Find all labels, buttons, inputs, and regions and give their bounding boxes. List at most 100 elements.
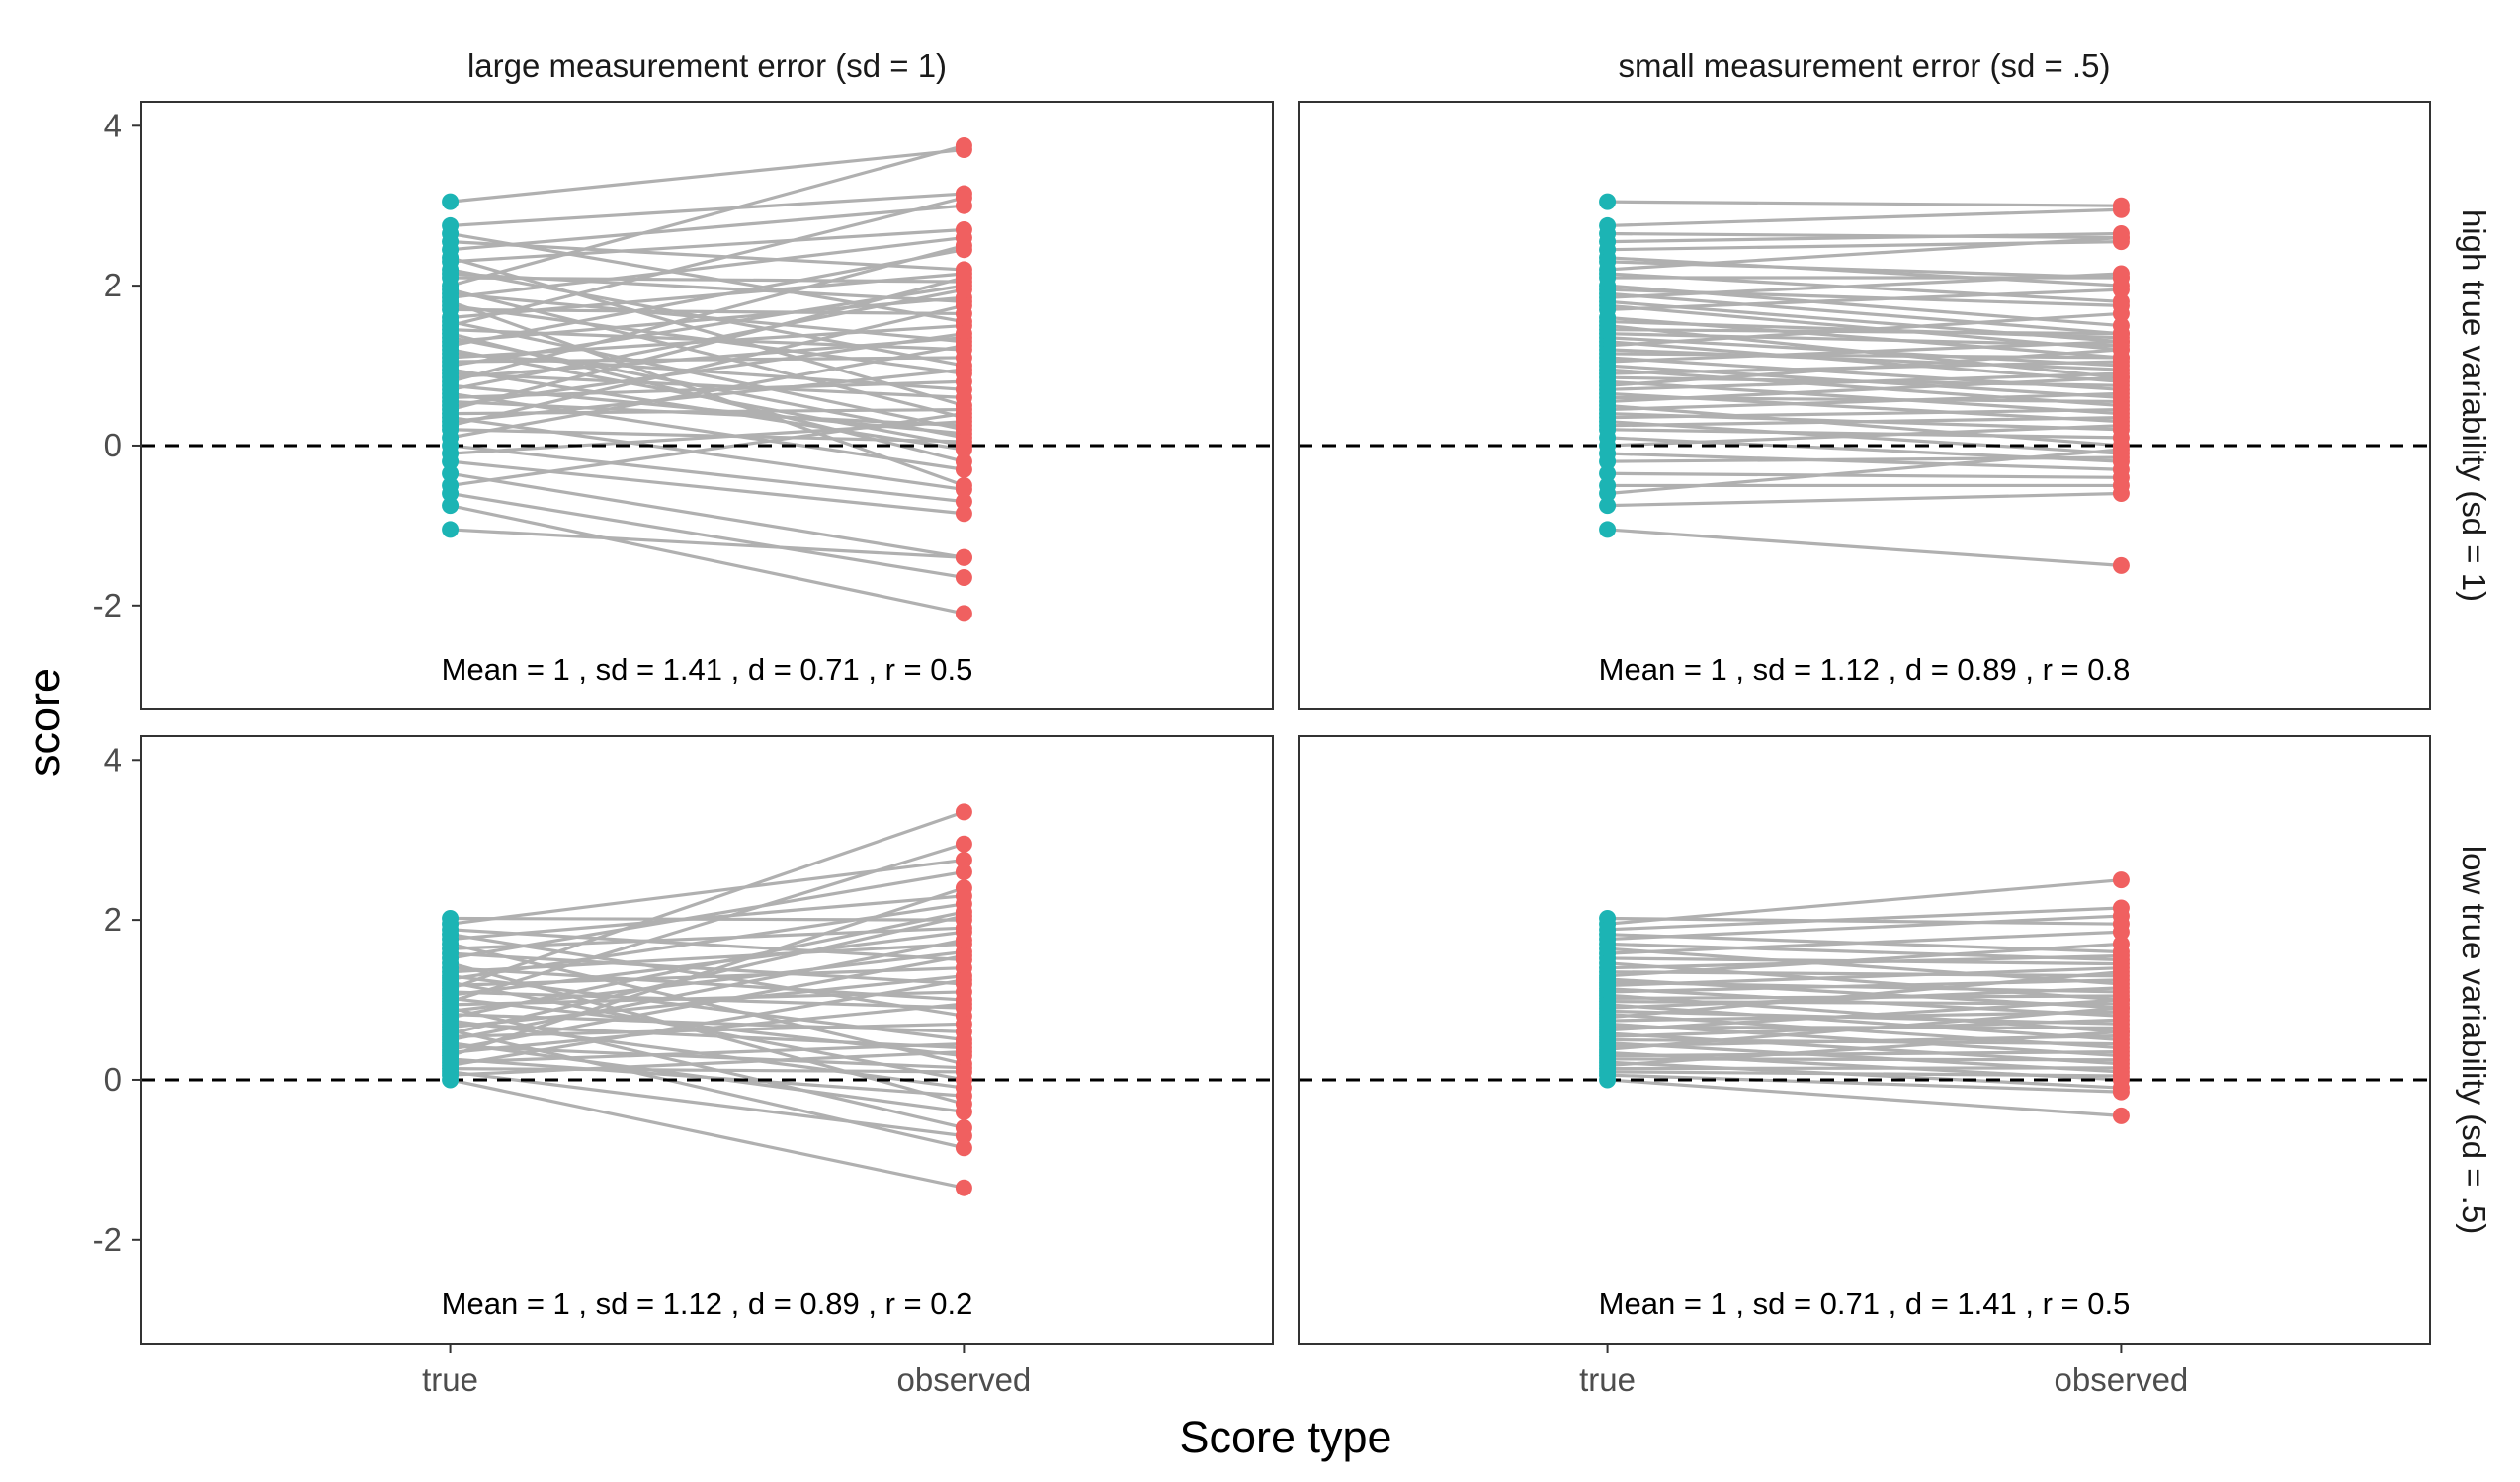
pair-line bbox=[450, 276, 965, 412]
pair-line bbox=[1607, 970, 2122, 978]
pair-line bbox=[1607, 906, 2122, 932]
observed-score-point bbox=[2112, 485, 2130, 503]
pair-line bbox=[450, 1070, 965, 1138]
observed-score-point bbox=[955, 269, 972, 287]
pair-line bbox=[1607, 403, 2122, 448]
observed-score-point bbox=[955, 983, 972, 1001]
pair-line bbox=[450, 491, 965, 580]
pair-line bbox=[1607, 291, 2122, 336]
observed-score-point bbox=[955, 835, 972, 853]
true-score-point bbox=[1599, 521, 1617, 538]
observed-score-point bbox=[2112, 265, 2130, 283]
pair-line bbox=[1607, 375, 2122, 404]
true-score-point bbox=[1599, 1071, 1617, 1089]
pair-line bbox=[450, 196, 965, 328]
pair-line bbox=[450, 143, 965, 288]
x-tick-label: true bbox=[1579, 1361, 1636, 1398]
pair-line bbox=[1607, 914, 2122, 942]
y-tick-label: 2 bbox=[104, 901, 122, 938]
pair-line bbox=[450, 204, 965, 252]
observed-score-point bbox=[2112, 1107, 2130, 1124]
observed-score-point bbox=[2112, 384, 2130, 402]
column-strip-label: small measurement error (sd = .5) bbox=[1619, 47, 2111, 84]
pair-line bbox=[450, 914, 965, 1035]
observed-score-point bbox=[955, 189, 972, 206]
pair-line bbox=[1607, 1073, 2122, 1094]
panel-border bbox=[140, 735, 1274, 1345]
pair-line bbox=[1607, 416, 2122, 428]
pair-line bbox=[450, 886, 965, 1058]
pair-line bbox=[1607, 272, 2122, 299]
observed-score-point bbox=[2112, 935, 2130, 952]
pair-line bbox=[450, 235, 965, 299]
observed-score-point bbox=[955, 281, 972, 298]
panel-annotation: Mean = 1 , sd = 1.12 , d = 0.89 , r = 0.… bbox=[442, 1286, 973, 1321]
pair-line bbox=[1607, 311, 2122, 348]
pair-line bbox=[1607, 942, 2122, 978]
observed-score-point bbox=[2112, 1083, 2130, 1101]
pair-line bbox=[450, 227, 965, 264]
observed-score-point bbox=[955, 388, 972, 406]
column-strip-label: large measurement error (sd = 1) bbox=[467, 47, 947, 84]
pair-line bbox=[1607, 1066, 2122, 1071]
true-score-point bbox=[442, 1071, 460, 1089]
pair-line bbox=[1607, 1078, 2122, 1117]
pair-line bbox=[450, 371, 965, 400]
observed-score-point bbox=[955, 1043, 972, 1061]
observed-score-point bbox=[955, 931, 972, 948]
x-tick-label: observed bbox=[897, 1361, 1032, 1398]
pair-line bbox=[1607, 528, 2122, 567]
panel-r1-c1: Mean = 1 , sd = 0.71 , d = 1.41 , r = 0.… bbox=[1298, 735, 2431, 1398]
observed-score-point bbox=[955, 803, 972, 821]
observed-score-point bbox=[955, 568, 972, 586]
pair-line bbox=[450, 459, 965, 516]
pair-line bbox=[1607, 930, 2122, 955]
pair-line bbox=[450, 842, 965, 1004]
observed-score-point bbox=[2112, 923, 2130, 941]
pair-line bbox=[1607, 978, 2122, 994]
pair-line bbox=[1607, 391, 2122, 412]
pair-line bbox=[1607, 420, 2122, 455]
panel-r1-c0: Mean = 1 , sd = 1.12 , d = 0.89 , r = 0.… bbox=[93, 735, 1274, 1398]
observed-score-point bbox=[955, 237, 972, 255]
pair-line bbox=[450, 248, 965, 348]
pair-line bbox=[450, 1078, 965, 1190]
pair-line bbox=[450, 444, 965, 504]
observed-score-point bbox=[955, 337, 972, 355]
observed-score-point bbox=[955, 296, 972, 314]
pair-line bbox=[1607, 348, 2122, 387]
pair-line bbox=[1607, 491, 2122, 508]
pair-line bbox=[1607, 970, 2122, 1020]
pair-line bbox=[1607, 986, 2122, 1010]
pair-line bbox=[1607, 256, 2122, 288]
observed-score-point bbox=[2112, 947, 2130, 965]
pair-line bbox=[1607, 1006, 2122, 1051]
pair-line bbox=[1607, 455, 2122, 463]
pair-line bbox=[450, 810, 965, 991]
observed-score-point bbox=[2112, 429, 2130, 447]
pair-line bbox=[450, 894, 965, 942]
pair-line bbox=[1607, 200, 2122, 207]
pair-line bbox=[450, 916, 965, 922]
pair-line bbox=[450, 412, 965, 488]
observed-score-point bbox=[2112, 979, 2130, 997]
observed-score-point bbox=[2112, 1023, 2130, 1040]
pair-line bbox=[1607, 1070, 2122, 1078]
pair-line bbox=[450, 953, 965, 1051]
x-axis-title: Score type bbox=[1179, 1412, 1391, 1462]
pair-line bbox=[450, 147, 965, 204]
observed-score-point bbox=[2112, 353, 2130, 370]
observed-score-point bbox=[955, 372, 972, 390]
pair-line bbox=[1607, 371, 2122, 391]
pair-line bbox=[450, 332, 965, 408]
observed-score-point bbox=[2112, 871, 2130, 889]
pair-line bbox=[450, 272, 965, 320]
pair-line bbox=[1607, 1029, 2122, 1067]
pair-line bbox=[1607, 407, 2122, 420]
y-tick-label: 4 bbox=[104, 107, 122, 143]
pair-line bbox=[450, 256, 965, 408]
row-strip-label: low true variability (sd = .5) bbox=[2456, 846, 2492, 1234]
observed-score-point bbox=[955, 325, 972, 343]
true-score-point bbox=[1599, 453, 1617, 470]
observed-score-point bbox=[955, 1139, 972, 1157]
